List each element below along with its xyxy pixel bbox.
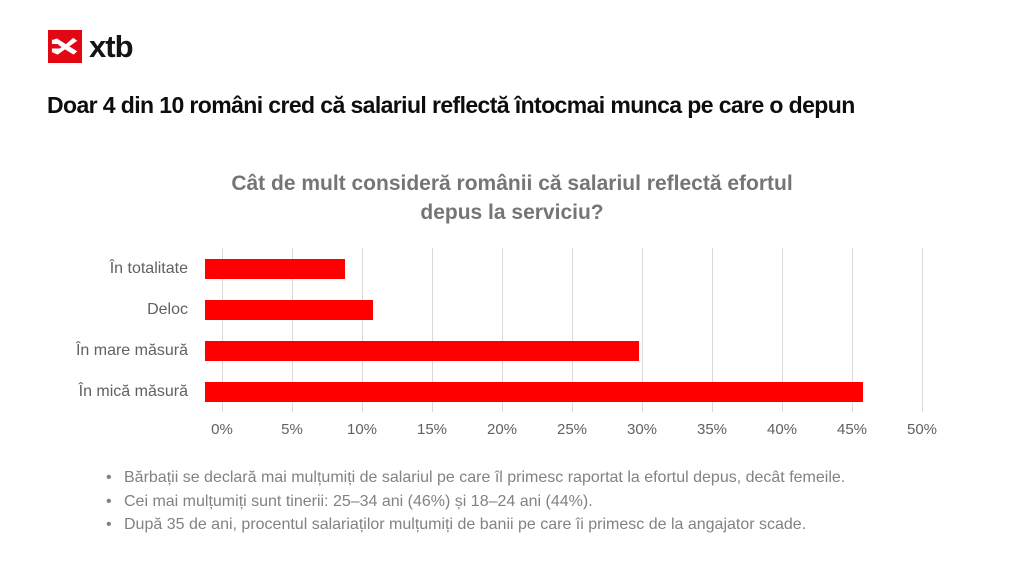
bar [205, 258, 345, 279]
bar-track [205, 340, 905, 361]
x-axis-tick: 30% [626, 421, 658, 438]
x-axis-tick: 35% [696, 421, 728, 438]
logo-wordmark: xtb [89, 29, 133, 64]
category-label: În mică măsură [78, 382, 188, 400]
x-axis-tick: 50% [906, 421, 938, 438]
chart-title: Cât de mult consideră românii că salariu… [0, 169, 1024, 227]
x-axis-tick: 10% [346, 421, 378, 438]
category-label: Deloc [147, 300, 188, 318]
bar-track [205, 258, 905, 279]
chart-row: În totalitate [0, 248, 1024, 289]
bullet-item: Cei mai mulțumiți sunt tinerii: 25–34 an… [90, 490, 950, 514]
bar-track [205, 381, 905, 402]
insight-bullets: Bărbații se declară mai mulțumiți de sal… [90, 466, 950, 537]
bar-track [205, 299, 905, 320]
x-axis-tick: 15% [416, 421, 448, 438]
x-axis-tick: 0% [211, 421, 233, 438]
page-title: Doar 4 din 10 români cred că salariul re… [47, 92, 855, 118]
bar [205, 299, 373, 320]
bar [205, 381, 863, 402]
bar-chart: În totalitate Deloc În mare măsură În mică … [0, 248, 1024, 412]
category-label: În totalitate [109, 259, 188, 277]
x-axis-tick: 40% [766, 421, 798, 438]
xtb-swallow-icon [51, 33, 79, 60]
category-label: În mare măsură [75, 341, 188, 359]
chart-row: În mare măsură [0, 330, 1024, 371]
chart-row: În mică măsură [0, 371, 1024, 412]
bar [205, 340, 639, 361]
chart-row: Deloc [0, 289, 1024, 330]
bullet-item: Bărbații se declară mai mulțumiți de sal… [90, 466, 950, 490]
chart-title-line1: Cât de mult consideră românii că salariu… [231, 172, 793, 195]
x-axis-tick: 45% [836, 421, 868, 438]
x-axis-tick: 5% [281, 421, 303, 438]
bullet-item: După 35 de ani, procentul salariaților m… [90, 513, 950, 537]
xtb-logo: xtb [48, 30, 133, 63]
chart-title-line2: depus la serviciu? [420, 201, 604, 224]
x-axis-tick: 25% [556, 421, 588, 438]
x-axis-tick: 20% [486, 421, 518, 438]
x-axis-ticks: 0% 5% 10% 15% 20% 25% 30% 35% 40% 45% 50% [211, 421, 937, 441]
xtb-logo-mark [48, 30, 82, 63]
